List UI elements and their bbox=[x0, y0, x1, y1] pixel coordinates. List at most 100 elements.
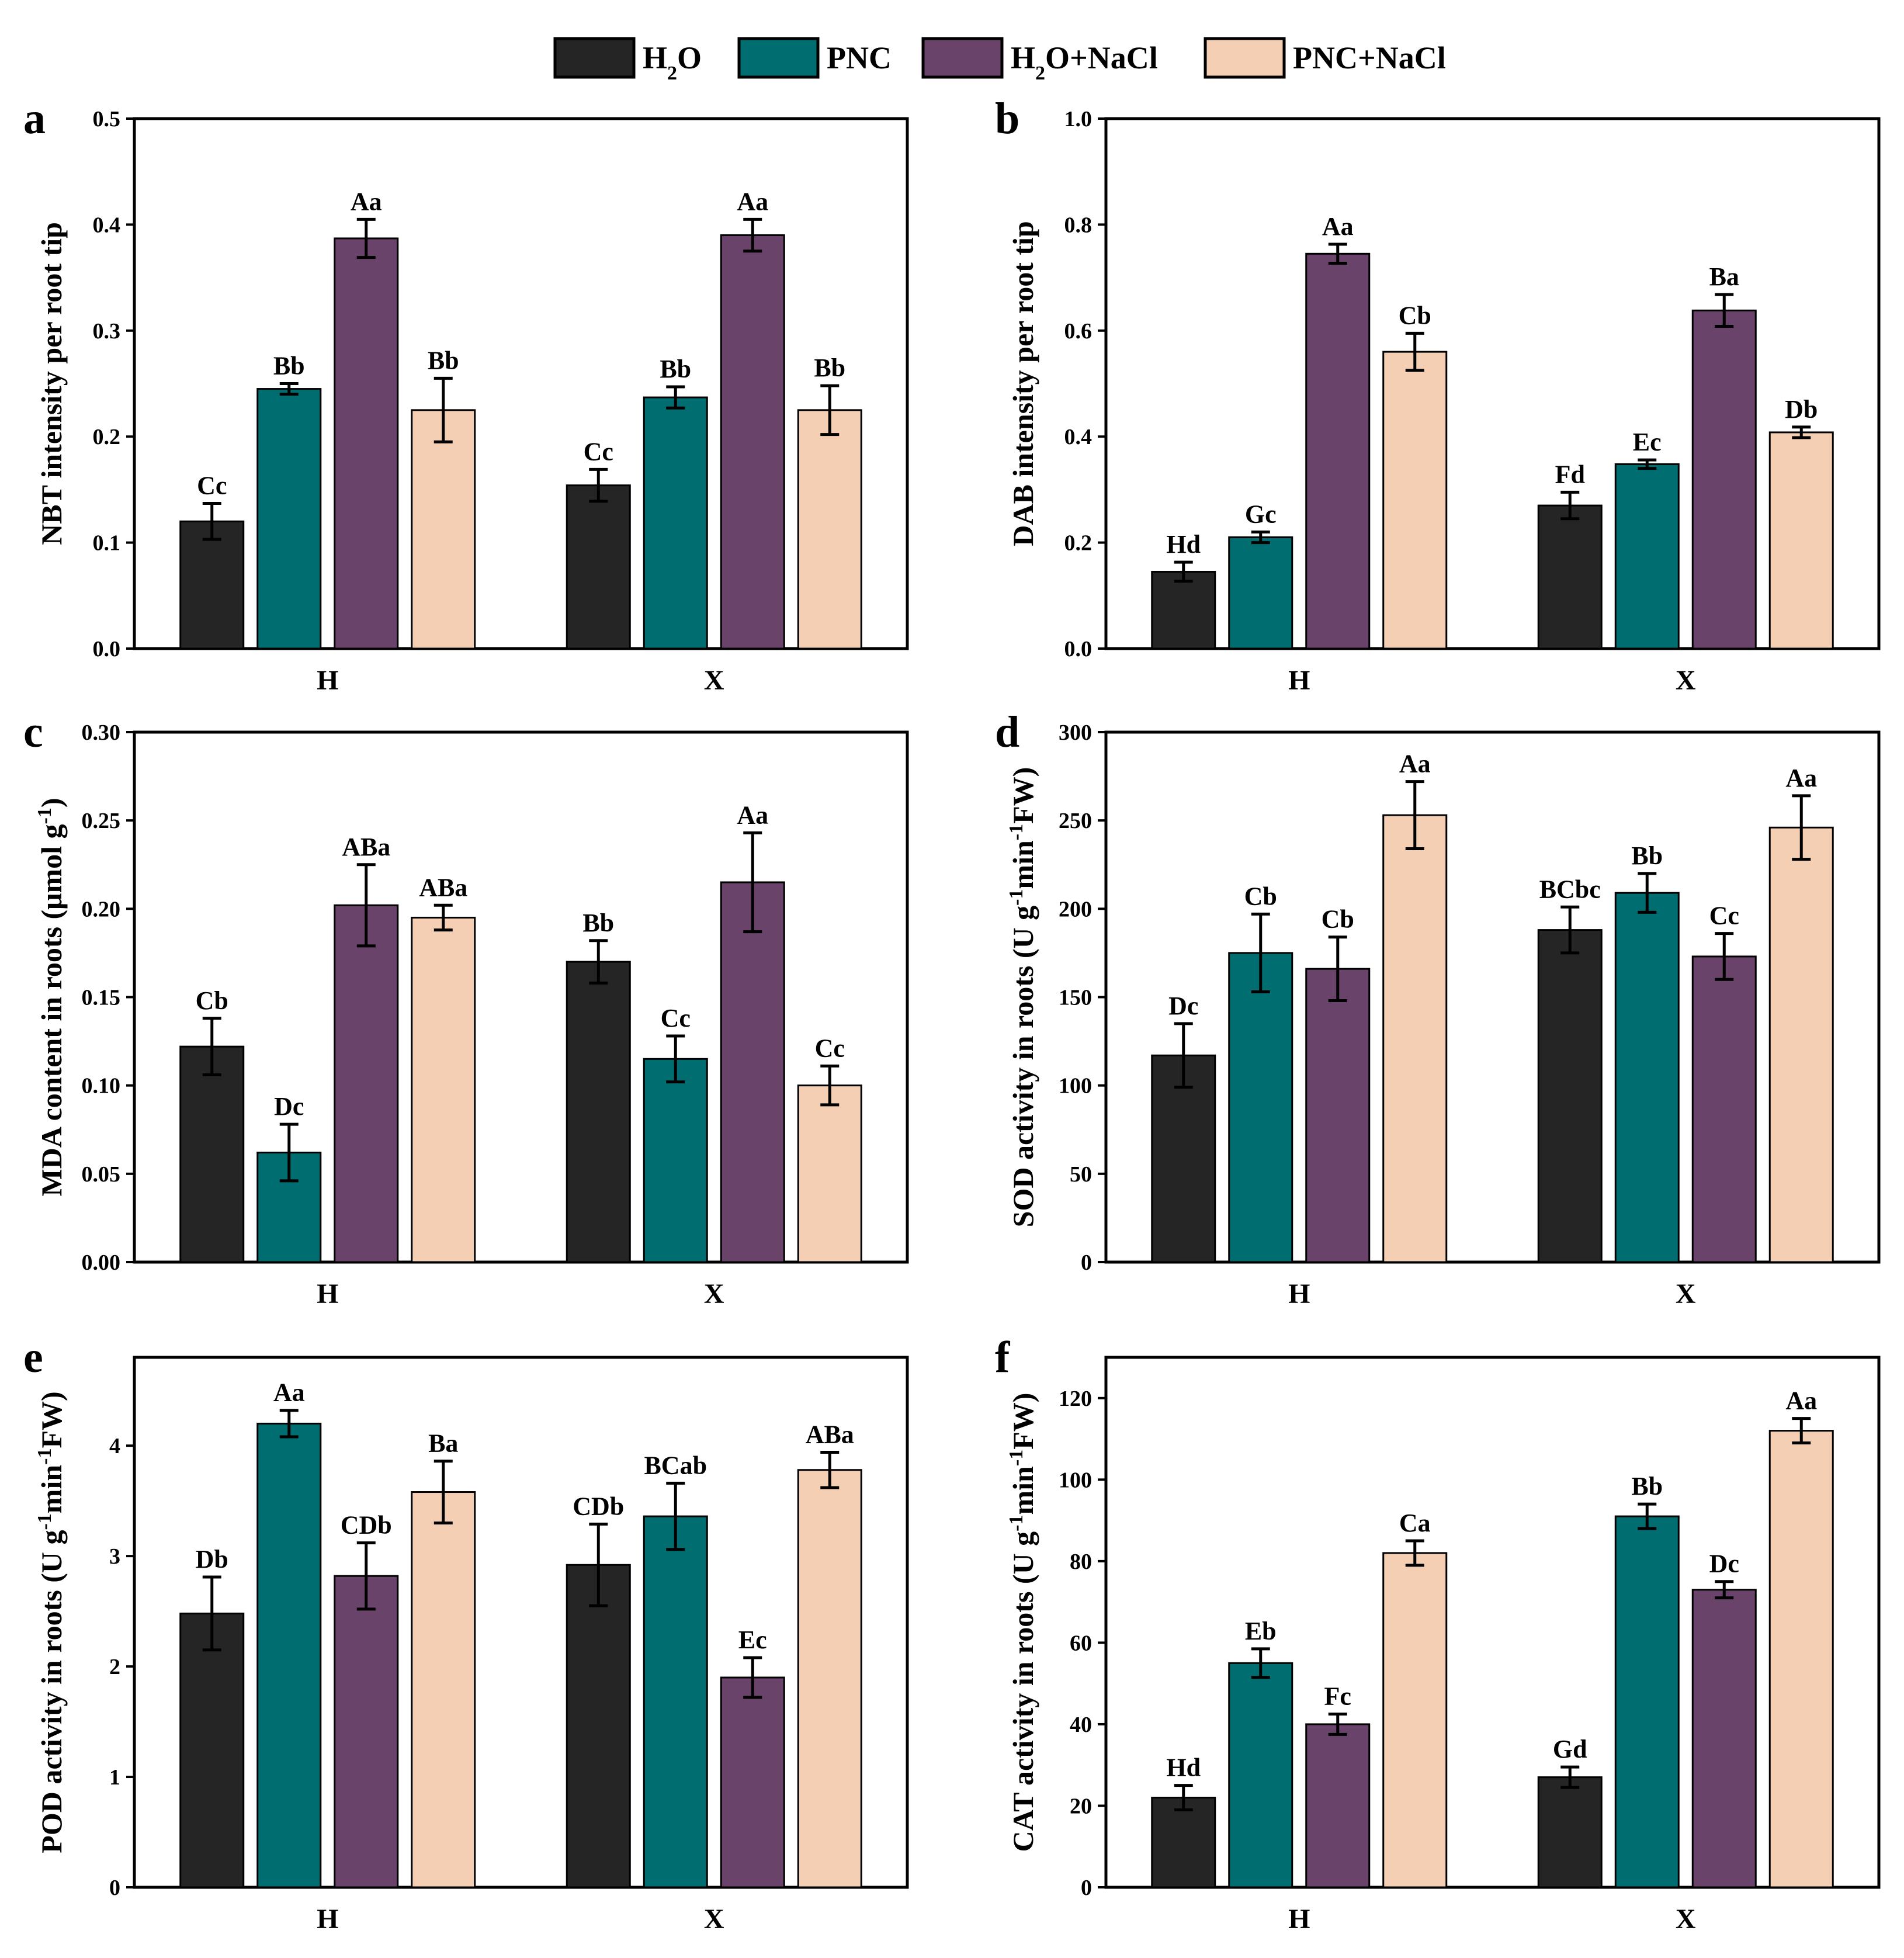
bar-X-0 bbox=[566, 1564, 631, 1888]
x-category-label: X bbox=[1676, 1904, 1696, 1935]
panel-letter: d bbox=[995, 708, 1019, 757]
y-tick-label: 120 bbox=[1059, 1387, 1092, 1411]
significance-letter: Gc bbox=[1245, 500, 1277, 528]
significance-letter: Aa bbox=[737, 800, 768, 829]
significance-letter: CDb bbox=[341, 1510, 392, 1539]
bar-X-1 bbox=[1614, 892, 1680, 1263]
panel-f: 0 20 40 60 80 100 120 f CAT activity in roots (U… bbox=[995, 1333, 1881, 1935]
y-axis-label: CAT activity in roots (U g-1min-1FW) bbox=[1005, 1393, 1040, 1852]
y-tick-label: 1.0 bbox=[1064, 107, 1093, 131]
y-axis-label: POD activity in roots (U g-1min-1FW) bbox=[34, 1391, 68, 1853]
significance-letter: Fc bbox=[1324, 1682, 1351, 1710]
bar-X-2 bbox=[720, 1676, 785, 1888]
y-tick-label: 0.00 bbox=[82, 1250, 121, 1275]
y-tick-label: 200 bbox=[1059, 897, 1092, 921]
panel-e: 0 1 2 3 4 e POD activity in roots (U g-1min-1F… bbox=[23, 1333, 909, 1935]
bar-H-3 bbox=[1382, 351, 1448, 650]
bar-X-2 bbox=[720, 234, 785, 650]
bar-H-0 bbox=[179, 520, 245, 650]
y-tick-label: 0.6 bbox=[1064, 319, 1093, 344]
significance-letter: Db bbox=[1785, 395, 1818, 424]
significance-letter: Aa bbox=[737, 187, 768, 216]
bar-X-1 bbox=[643, 1058, 708, 1263]
bar-X-0 bbox=[1537, 1776, 1603, 1888]
legend-label-1: PNC bbox=[827, 40, 892, 75]
bar-X-3 bbox=[797, 1084, 862, 1263]
bar-H-2 bbox=[1305, 968, 1371, 1263]
significance-letter: Cc bbox=[661, 1004, 691, 1032]
y-tick-label: 300 bbox=[1059, 720, 1092, 745]
bar-H-0 bbox=[1151, 570, 1216, 650]
bar-X-2 bbox=[1691, 1589, 1757, 1888]
bar-X-0 bbox=[566, 961, 631, 1263]
panels: 0.0 0.1 0.2 0.3 0.4 0.5 a NBT intensity per roo… bbox=[23, 94, 1881, 1935]
y-tick-label: 0 bbox=[1081, 1250, 1092, 1275]
y-tick-label: 40 bbox=[1070, 1713, 1092, 1737]
plot-frame bbox=[1104, 1356, 1881, 1889]
significance-letter: Ec bbox=[738, 1626, 767, 1654]
significance-letter: Bb bbox=[660, 355, 691, 383]
significance-letter: ABa bbox=[342, 833, 390, 861]
y-tick-label: 150 bbox=[1059, 986, 1092, 1010]
y-tick-label: 0.2 bbox=[1064, 531, 1093, 556]
significance-letter: ABa bbox=[806, 1420, 854, 1449]
significance-letter: Cc bbox=[1709, 902, 1739, 930]
y-tick-label: 0.30 bbox=[82, 720, 121, 745]
bar-X-0 bbox=[1537, 504, 1603, 650]
bar-X-3 bbox=[1768, 431, 1834, 650]
bar-H-2 bbox=[334, 1575, 399, 1888]
significance-letter: Db bbox=[196, 1545, 228, 1574]
legend-label-0: H2O bbox=[643, 40, 702, 84]
bar-X-3 bbox=[797, 1469, 862, 1888]
significance-letter: Bb bbox=[428, 346, 459, 375]
y-tick-label: 20 bbox=[1070, 1794, 1092, 1818]
y-tick-label: 100 bbox=[1059, 1074, 1092, 1098]
bar-H-1 bbox=[1228, 952, 1293, 1263]
significance-letter: Fd bbox=[1555, 460, 1585, 488]
x-category-label: X bbox=[1676, 1278, 1696, 1309]
y-tick-label: 0.1 bbox=[93, 531, 121, 556]
significance-letter: Ec bbox=[1633, 428, 1662, 456]
x-category-label: X bbox=[704, 1904, 724, 1935]
bar-H-3 bbox=[411, 916, 476, 1263]
significance-letter: Ba bbox=[428, 1429, 458, 1458]
y-tick-label: 0.20 bbox=[82, 897, 121, 921]
plot-frame bbox=[1104, 730, 1881, 1264]
x-category-label: X bbox=[704, 1278, 724, 1309]
panel-letter: f bbox=[995, 1333, 1011, 1382]
y-tick-label: 0.4 bbox=[93, 213, 121, 237]
y-tick-label: 2 bbox=[109, 1655, 120, 1679]
bar-H-1 bbox=[1228, 1662, 1293, 1888]
significance-letter: Dc bbox=[274, 1092, 304, 1121]
bar-X-0 bbox=[1537, 929, 1603, 1263]
significance-letter: Ca bbox=[1399, 1509, 1431, 1537]
plot-frame bbox=[133, 1356, 909, 1889]
significance-letter: Dc bbox=[1168, 992, 1198, 1020]
y-tick-label: 0.25 bbox=[82, 809, 121, 833]
plot-frame bbox=[1104, 117, 1881, 650]
significance-letter: Cc bbox=[197, 471, 227, 500]
significance-letter: Cc bbox=[815, 1034, 845, 1062]
y-tick-label: 1 bbox=[109, 1765, 120, 1790]
significance-letter: ABa bbox=[419, 873, 467, 902]
y-tick-label: 3 bbox=[109, 1544, 120, 1569]
bar-H-1 bbox=[256, 388, 322, 650]
bar-H-1 bbox=[256, 1422, 322, 1888]
y-tick-label: 0.05 bbox=[82, 1162, 121, 1187]
y-axis-label: DAB intensity per root tip bbox=[1007, 221, 1039, 546]
legend-swatch-3 bbox=[1204, 37, 1286, 79]
significance-letter: Cb bbox=[1399, 301, 1431, 330]
y-tick-label: 60 bbox=[1070, 1631, 1092, 1655]
bar-X-1 bbox=[643, 396, 708, 650]
bar-H-3 bbox=[1382, 1552, 1448, 1888]
x-category-label: H bbox=[317, 665, 338, 696]
significance-letter: Bb bbox=[273, 352, 305, 380]
y-tick-label: 0 bbox=[109, 1876, 120, 1900]
y-tick-label: 250 bbox=[1059, 809, 1092, 833]
significance-letter: Bb bbox=[1631, 1472, 1663, 1500]
y-axis-label: NBT intensity per root tip bbox=[35, 222, 68, 545]
panel-d: 0 50 100 150 200 250 300 d SOD activity in roots… bbox=[995, 708, 1881, 1309]
bar-H-0 bbox=[1151, 1054, 1216, 1263]
bar-X-0 bbox=[566, 484, 631, 650]
significance-letter: Aa bbox=[1785, 1387, 1817, 1415]
